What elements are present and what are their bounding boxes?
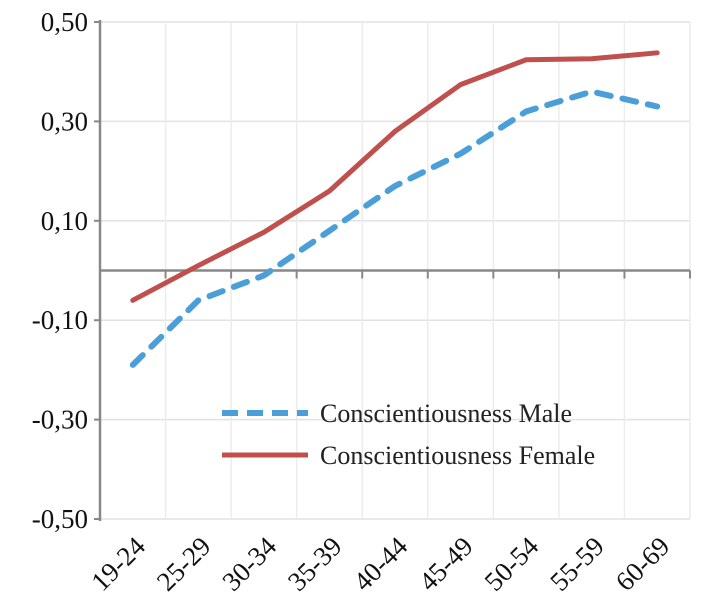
x-tick-label: 55-59 (544, 531, 610, 597)
y-tick-label: 0,30 (41, 106, 88, 136)
series-line-female (130, 50, 660, 303)
legend: Conscientiousness Male Conscientiousness… (222, 399, 595, 470)
x-tick-label: 30-34 (216, 531, 282, 597)
x-tick-label: 45-49 (413, 531, 479, 597)
y-tick-label: -0,30 (32, 405, 88, 435)
legend-label-male: Conscientiousness Male (320, 399, 572, 428)
x-tick-label: 35-39 (282, 531, 348, 597)
x-tick-label: 19-24 (85, 531, 151, 597)
y-tick-labels: 0,50 0,30 0,10 -0,10 -0,30 -0,50 (32, 7, 88, 534)
series-lines (129, 50, 661, 368)
x-tick-label: 50-54 (479, 531, 545, 597)
x-tick-label: 25-29 (151, 531, 217, 597)
legend-label-female: Conscientiousness Female (320, 441, 595, 470)
x-tick-label: 60-69 (610, 531, 676, 597)
y-tick-label: 0,50 (41, 7, 88, 37)
y-tick-label: 0,10 (41, 206, 88, 236)
x-tick-labels: 19-24 25-29 30-34 35-39 40-44 45-49 50-54 55-59… (85, 531, 675, 597)
y-tick-label: -0,50 (32, 504, 88, 534)
axes (94, 20, 691, 521)
x-tick-label: 40-44 (347, 531, 413, 597)
y-tick-label: -0,10 (32, 305, 88, 335)
